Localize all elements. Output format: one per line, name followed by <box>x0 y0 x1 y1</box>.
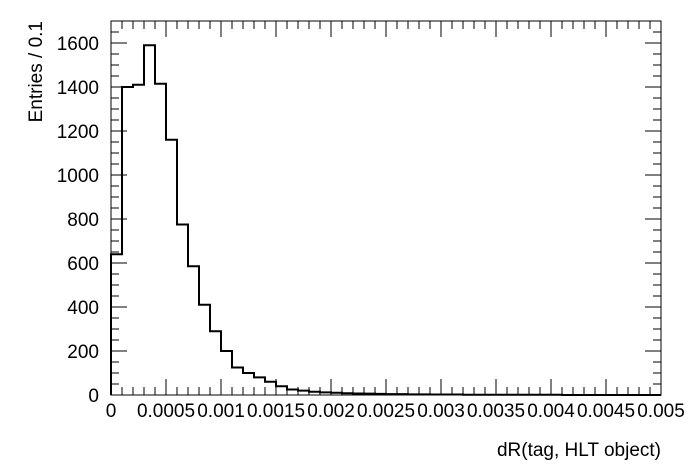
frame <box>110 20 662 396</box>
y-tick-label: 1400 <box>57 78 99 99</box>
x-tick-label: 0.0015 <box>247 401 305 422</box>
x-tick-label: 0.005 <box>637 401 685 422</box>
x-tick-label: 0.001 <box>197 401 245 422</box>
x-axis-title: dR(tag, HLT object) <box>497 440 661 461</box>
x-tick-label: 0.004 <box>527 401 575 422</box>
x-tick-label: 0 <box>106 401 117 422</box>
y-tick-label: 400 <box>67 298 99 319</box>
histogram-series <box>110 44 661 396</box>
x-tick-labels: 0 0.0005 0.001 0.0015 0.002 0.0025 0.003 0.0035… <box>106 401 685 422</box>
y-tick-label: 1200 <box>57 122 99 143</box>
x-tick-label: 0.0005 <box>137 401 195 422</box>
y-tick-label: 200 <box>67 342 99 363</box>
y-tick-labels: 0 200 400 600 800 1000 1200 1400 1600 <box>57 34 99 407</box>
x-tick-label: 0.003 <box>417 401 465 422</box>
y-tick-label: 1600 <box>57 34 99 55</box>
y-tick-label: 1000 <box>57 166 99 187</box>
y-tick-label: 800 <box>67 210 99 231</box>
axis-ticks <box>110 20 662 396</box>
y-tick-label: 600 <box>67 254 99 275</box>
x-tick-label: 0.0045 <box>577 401 635 422</box>
y-axis-title: Entries / 0.1 <box>26 21 47 122</box>
y-tick-label: 0 <box>88 386 99 407</box>
x-tick-label: 0.002 <box>307 401 355 422</box>
x-tick-label: 0.0035 <box>467 401 525 422</box>
x-tick-label: 0.0025 <box>357 401 415 422</box>
